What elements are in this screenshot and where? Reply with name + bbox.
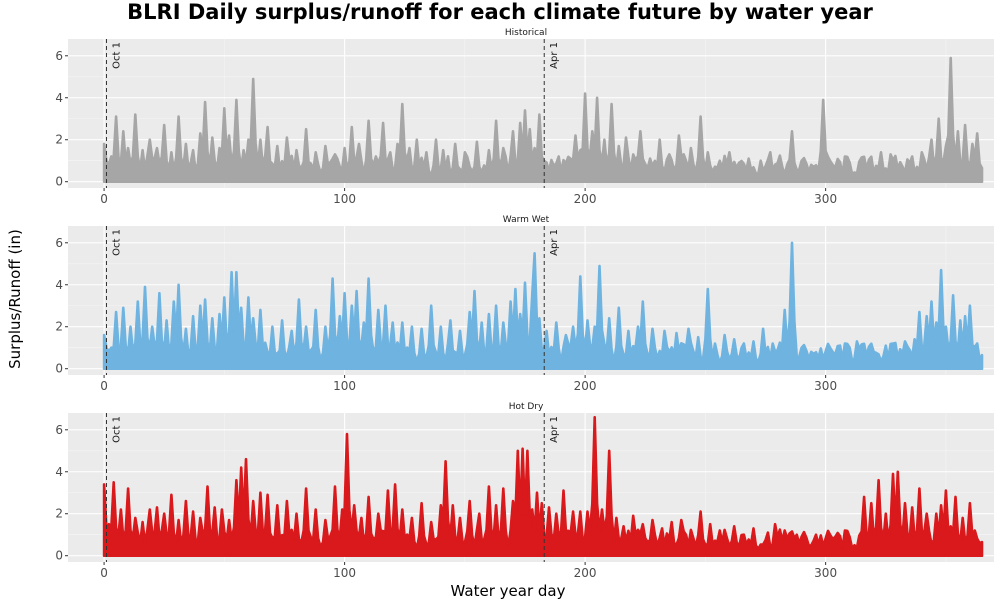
y-tick-label: 0 (55, 549, 63, 563)
reference-line-label: Oct 1 (111, 42, 122, 69)
x-tick-label: 100 (333, 379, 356, 393)
panel-title: Hot Dry (509, 402, 544, 412)
y-tick-label: 2 (55, 320, 63, 334)
x-tick-label: 100 (333, 566, 356, 580)
reference-line-label: Apr 1 (549, 416, 560, 443)
x-tick-label: 100 (333, 192, 356, 206)
y-tick-label: 4 (55, 91, 63, 105)
reference-line-label: Apr 1 (549, 229, 560, 256)
x-tick-label: 300 (814, 192, 837, 206)
x-tick-label: 200 (574, 566, 597, 580)
x-tick-label: 200 (574, 379, 597, 393)
chart-title: BLRI Daily surplus/runoff for each clima… (127, 0, 873, 24)
panel-warm-wet: Oct 1 Apr 1 Warm Wet 0 2 4 6 0 100 200 300 (55, 215, 994, 393)
reference-line-label: Oct 1 (111, 229, 122, 256)
x-tick-label: 200 (574, 192, 597, 206)
reference-line-label: Oct 1 (111, 416, 122, 443)
x-tick-label: 0 (100, 566, 108, 580)
y-tick-label: 2 (55, 507, 63, 521)
y-tick-label: 0 (55, 175, 63, 189)
y-tick-label: 6 (55, 423, 63, 437)
y-tick-label: 0 (55, 362, 63, 376)
y-tick-label: 4 (55, 278, 63, 292)
reference-line-label: Apr 1 (549, 42, 560, 69)
x-tick-label: 0 (100, 379, 108, 393)
panel-title: Warm Wet (503, 215, 550, 225)
y-tick-label: 2 (55, 133, 63, 147)
panel-hot-dry: Oct 1 Apr 1 Hot Dry 0 2 4 6 0 100 200 300 (55, 402, 994, 580)
x-tick-label: 0 (100, 192, 108, 206)
y-tick-label: 6 (55, 236, 63, 250)
panel-title: Historical (505, 28, 547, 38)
y-tick-label: 6 (55, 49, 63, 63)
y-tick-label: 4 (55, 465, 63, 479)
x-tick-label: 300 (814, 566, 837, 580)
x-axis-label: Water year day (450, 582, 566, 600)
x-tick-label: 300 (814, 379, 837, 393)
